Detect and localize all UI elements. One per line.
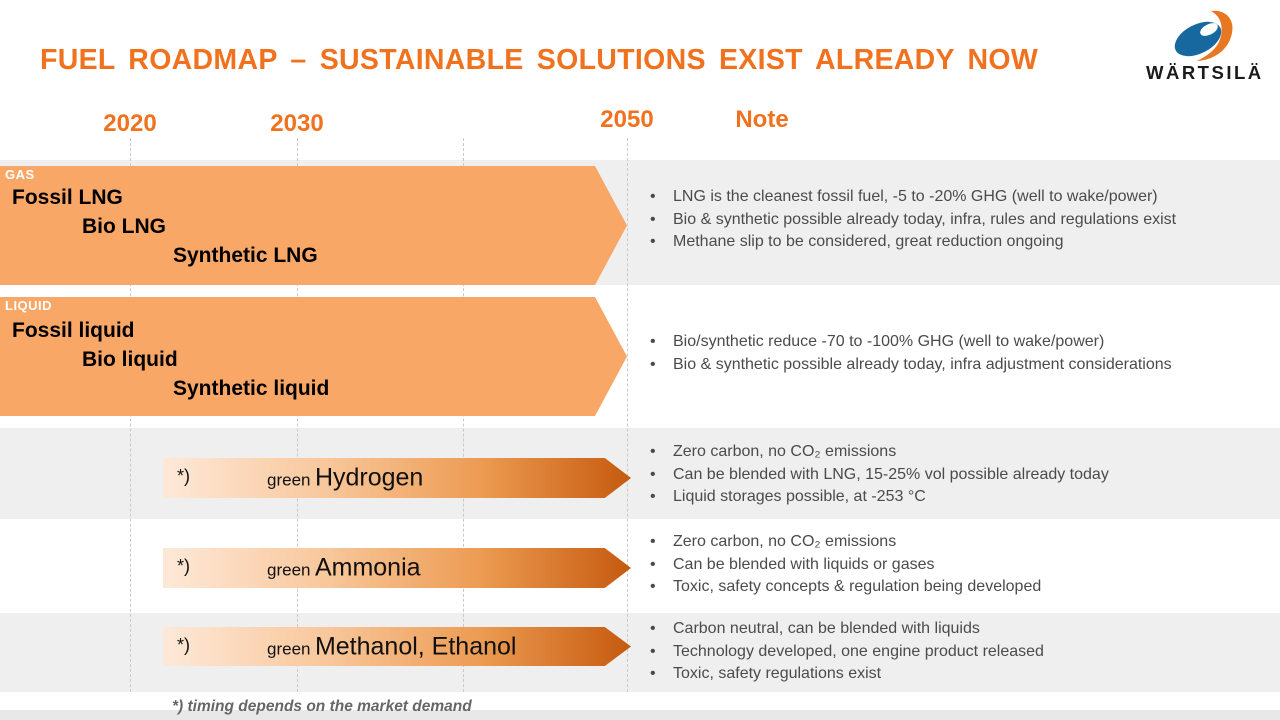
note-item: Bio & synthetic possible already today, … — [640, 354, 1272, 377]
ammonia-prefix: green — [267, 560, 311, 580]
methanol-name: Methanol, Ethanol — [314, 632, 517, 660]
wartsila-swoosh-icon — [1146, 8, 1258, 66]
ammonia-arrow: *) green Ammonia — [163, 548, 631, 588]
liquid-arrow: LIQUID Fossil liquid Bio liquid Syntheti… — [0, 297, 627, 416]
timeline-gridline-2050 — [627, 138, 628, 692]
fuel-fossil-liquid: Fossil liquid — [12, 319, 135, 342]
ammonia-name: Ammonia — [314, 553, 421, 582]
wartsila-wordmark: WÄRTSILÄ — [1146, 62, 1264, 83]
note-item: Zero carbon, no CO₂ emissions — [640, 531, 1272, 554]
hydrogen-arrow: *) green Hydrogen — [163, 458, 631, 498]
note-item: Carbon neutral, can be blended with liqu… — [640, 618, 1272, 641]
hydrogen-label: green Hydrogen — [267, 464, 423, 493]
notes-liquid: Bio/synthetic reduce -70 to -100% GHG (w… — [640, 331, 1272, 376]
note-item: Bio & synthetic possible already today, … — [640, 209, 1272, 232]
note-column-label: Note — [735, 106, 789, 133]
note-item: Toxic, safety concepts & regulation bein… — [640, 576, 1272, 599]
footnote: *) timing depends on the market demand — [172, 698, 472, 715]
fuel-bio-lng: Bio LNG — [82, 215, 166, 238]
fuel-synthetic-lng: Synthetic LNG — [173, 244, 318, 267]
liquid-category-label: LIQUID — [5, 298, 53, 313]
note-item: Can be blended with liquids or gases — [640, 554, 1272, 577]
methanol-asterisk: *) — [177, 634, 190, 655]
gas-arrow: GAS Fossil LNG Bio LNG Synthetic LNG — [0, 166, 627, 285]
hydrogen-prefix: green — [267, 470, 311, 490]
fuel-synthetic-liquid: Synthetic liquid — [173, 377, 330, 400]
hydrogen-asterisk: *) — [177, 465, 190, 486]
note-item: Zero carbon, no CO₂ emissions — [640, 441, 1272, 464]
hydrogen-name: Hydrogen — [314, 463, 424, 492]
note-item: Bio/synthetic reduce -70 to -100% GHG (w… — [640, 331, 1272, 354]
methanol-prefix: green — [267, 639, 311, 658]
bottom-bar — [0, 710, 1280, 720]
wartsila-logo: WÄRTSILÄ — [1146, 8, 1264, 84]
note-item: LNG is the cleanest fossil fuel, -5 to -… — [640, 186, 1272, 209]
year-label-2030: 2030 — [270, 110, 324, 137]
note-item: Liquid storages possible, at -253 °C — [640, 486, 1272, 509]
notes-ammonia: Zero carbon, no CO₂ emissionsCan be blen… — [640, 531, 1272, 599]
notes-gas: LNG is the cleanest fossil fuel, -5 to -… — [640, 186, 1272, 254]
note-item: Can be blended with LNG, 15-25% vol poss… — [640, 464, 1272, 487]
ammonia-label: green Ammonia — [267, 554, 421, 583]
methanol-label: green Methanol, Ethanol — [267, 632, 516, 661]
note-item: Toxic, safety regulations exist — [640, 663, 1272, 686]
gas-category-label: GAS — [5, 167, 35, 182]
note-item: Methane slip to be considered, great red… — [640, 231, 1272, 254]
fuel-fossil-lng: Fossil LNG — [12, 186, 123, 209]
methanol-arrow: *) green Methanol, Ethanol — [163, 627, 631, 666]
ammonia-asterisk: *) — [177, 555, 190, 576]
notes-methanol: Carbon neutral, can be blended with liqu… — [640, 618, 1272, 686]
year-label-2020: 2020 — [103, 110, 157, 137]
year-label-2050: 2050 — [600, 106, 654, 133]
fuel-bio-liquid: Bio liquid — [82, 348, 178, 371]
note-item: Technology developed, one engine product… — [640, 641, 1272, 664]
notes-hydrogen: Zero carbon, no CO₂ emissionsCan be blen… — [640, 441, 1272, 509]
page-title: FUEL ROADMAP – SUSTAINABLE SOLUTIONS EXI… — [40, 44, 1039, 76]
